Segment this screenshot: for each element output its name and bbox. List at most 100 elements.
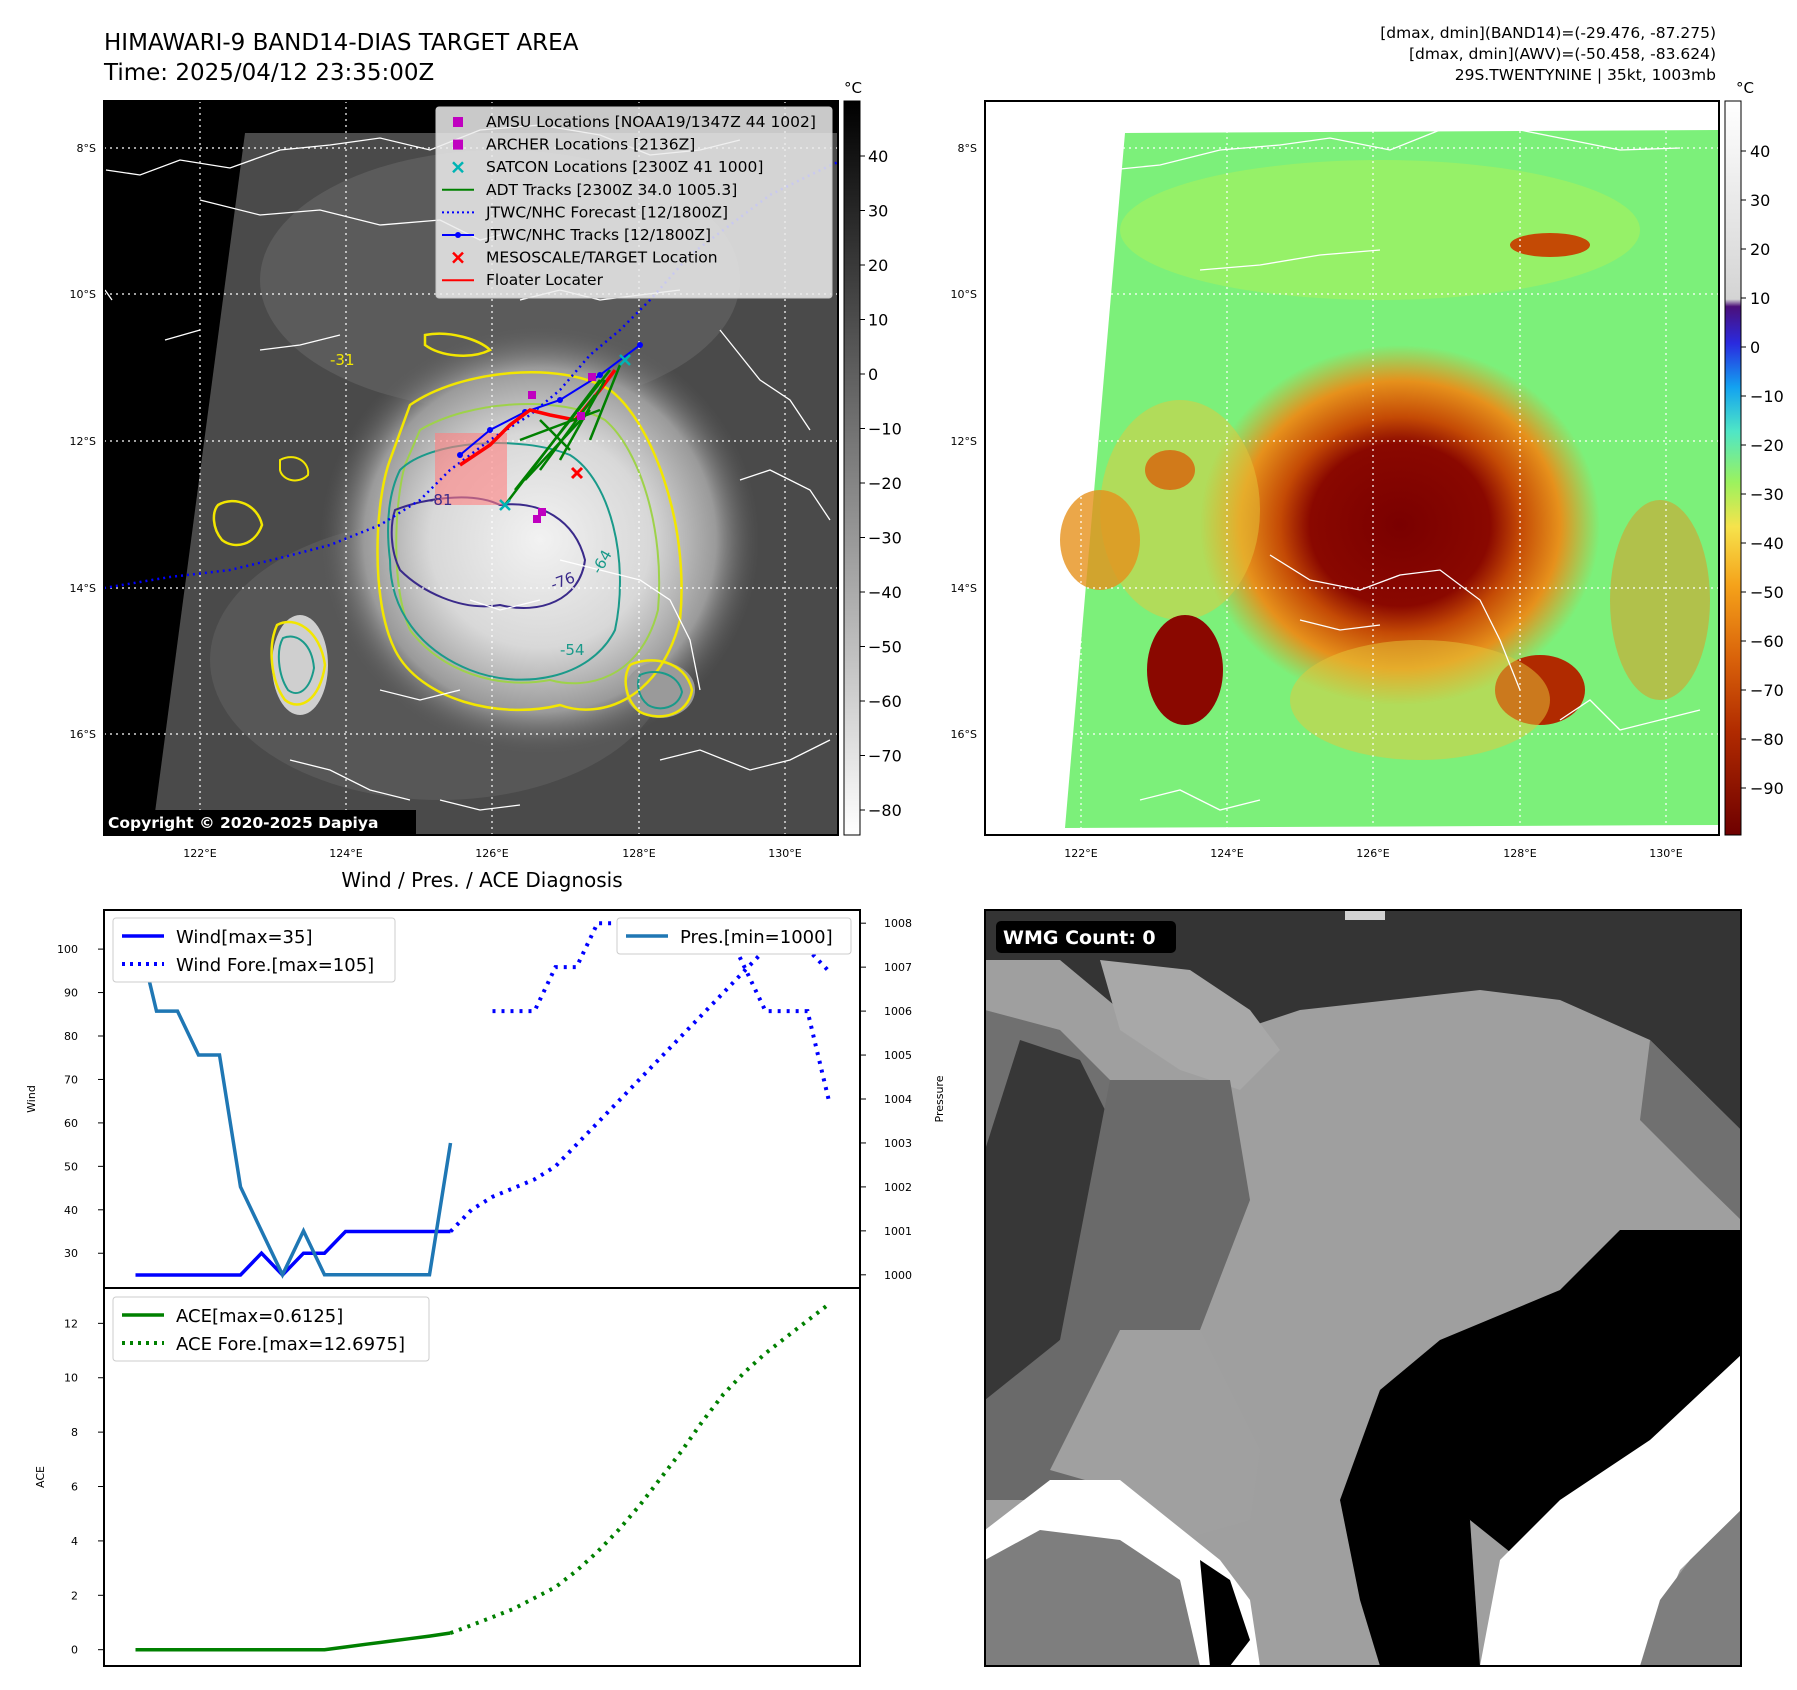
colorbar-tick-label: 20 xyxy=(1750,240,1770,259)
map1-legend: AMSU Locations [NOAA19/1347Z 44 1002] ARC… xyxy=(435,106,833,299)
map1-cloud-cluster xyxy=(272,615,328,715)
legend-item-label: JTWC/NHC Forecast [12/1800Z] xyxy=(485,203,728,221)
pressure-legend: Pres.[min=1000] xyxy=(616,917,852,955)
wind-tick-label: 70 xyxy=(64,1073,78,1086)
wmg-panel: WMG Count: 0 xyxy=(984,909,1742,1667)
colorbar-tick-label: 40 xyxy=(1750,142,1770,161)
colorbar-tick-label: 20 xyxy=(868,256,888,275)
copyright-box xyxy=(104,810,416,834)
copyright-text: Copyright © 2020-2025 Dapiya xyxy=(108,814,378,832)
lat-label: 16°S xyxy=(951,728,977,741)
legend-pressure: Pres.[min=1000] xyxy=(680,927,833,948)
colorbar-tick-label: −30 xyxy=(868,529,902,548)
legend-item-label: ADT Tracks [2300Z 34.0 1005.3] xyxy=(486,181,737,199)
wind-series-observed xyxy=(135,1229,451,1278)
lon-label: 124°E xyxy=(329,847,362,860)
wmg-region-white-right xyxy=(1480,1355,1741,1666)
wind-tick-label: 50 xyxy=(64,1160,78,1173)
colorbar-tick-label: −70 xyxy=(868,747,902,766)
map2-lat-labels: 8°S 10°S 12°S 14°S 16°S xyxy=(951,142,977,741)
wind-legend: Wind[max=35] Wind Fore.[max=105] xyxy=(112,917,396,983)
wind-tick-label: 30 xyxy=(64,1247,78,1260)
colorbar-tick-label: 0 xyxy=(868,365,878,384)
wmg-count-label: WMG Count: 0 xyxy=(1003,927,1156,949)
map1-coastlines xyxy=(104,124,831,811)
colorbar-tick-label: −10 xyxy=(868,420,902,439)
legend-marker xyxy=(453,139,463,150)
legend-ace-fore: ACE Fore.[max=12.6975] xyxy=(176,1334,405,1355)
figure-title: HIMAWARI-9 BAND14-DIAS TARGET AREA xyxy=(104,30,579,56)
diagnosis-title: Wind / Pres. / ACE Diagnosis xyxy=(341,868,622,892)
colorbar-tick-label: −60 xyxy=(1750,632,1784,651)
pressure-axis-label: Pressure xyxy=(933,1075,946,1122)
contour-label-81: -81 xyxy=(428,491,453,509)
pressure-tick-label: 1006 xyxy=(884,1005,912,1018)
jtwc-best-track xyxy=(459,344,641,456)
ace-tick-label: 8 xyxy=(71,1426,78,1439)
amsu-archer-markers xyxy=(528,373,596,523)
colorbar-tick-label: 10 xyxy=(1750,289,1770,308)
pressure-series-forecast xyxy=(492,921,831,1100)
colorbar-tick-label: −80 xyxy=(1750,730,1784,749)
lon-label: 126°E xyxy=(475,847,508,860)
ace-tick-label: 4 xyxy=(71,1535,78,1548)
stats-band14: [dmax, dmin](BAND14)=(-29.476, -87.275) xyxy=(1380,24,1716,42)
color-colorbar: °C 40 30 20 10 0 −10 −20 −30 −40 −50 −60 −70 −80 −90 xyxy=(1724,79,1784,836)
pressure-tick-label: 1003 xyxy=(884,1137,912,1150)
legend-ace: ACE[max=0.6125] xyxy=(176,1306,343,1327)
colorbar-tick-label: −80 xyxy=(868,801,902,820)
map2-frame xyxy=(984,100,1720,836)
legend-marker xyxy=(452,251,464,264)
pressure-tick-label: 1002 xyxy=(884,1181,912,1194)
map2-storm-core xyxy=(1200,345,1600,705)
colorbar-tick-label: 30 xyxy=(868,202,888,221)
gray-colorbar: °C 40 30 20 10 0 −10 −20 −30 −40 −50 −60 −70 −80 xyxy=(843,79,902,836)
legend-item-label: ARCHER Locations [2136Z] xyxy=(486,136,695,154)
stats-awv: [dmax, dmin](AWV)=(-50.458, -83.624) xyxy=(1409,45,1716,63)
legend-wind-fore: Wind Fore.[max=105] xyxy=(176,955,374,976)
wind-tick-label: 60 xyxy=(64,1117,78,1130)
colorbar-tick-label: 40 xyxy=(868,147,888,166)
lon-label: 130°E xyxy=(1649,847,1682,860)
colorbar-tick-label: −40 xyxy=(1750,534,1784,553)
colorbar-tick-label: −50 xyxy=(1750,583,1784,602)
legend-marker xyxy=(453,117,463,127)
lat-label: 14°S xyxy=(951,582,977,595)
ir-color-map xyxy=(984,100,1720,836)
ace-series-observed xyxy=(135,1631,451,1652)
colorbar-tick-label: 30 xyxy=(1750,191,1770,210)
figure-time: Time: 2025/04/12 23:35:00Z xyxy=(103,60,434,86)
pressure-tick-label: 1008 xyxy=(884,917,912,930)
legend-marker xyxy=(455,232,461,238)
wind-tick-label: 80 xyxy=(64,1030,78,1043)
ace-tick-label: 10 xyxy=(64,1372,78,1385)
satcon-markers xyxy=(499,354,631,511)
wind-series-forecast xyxy=(449,924,830,1233)
colorbar-tick-label: −90 xyxy=(1750,779,1784,798)
colorbar-tick-label: −20 xyxy=(1750,436,1784,455)
legend-item-label: MESOSCALE/TARGET Location xyxy=(486,249,718,267)
colorbar-tick-label: −10 xyxy=(1750,387,1784,406)
map2-cloud-cluster xyxy=(1147,615,1223,725)
lon-label: 126°E xyxy=(1356,847,1389,860)
lon-label: 128°E xyxy=(622,847,655,860)
wmg-frame xyxy=(984,909,1742,1667)
lon-label: 130°E xyxy=(768,847,801,860)
lat-label: 10°S xyxy=(951,288,977,301)
map1-lat-labels: 8°S 10°S 12°S 14°S 16°S xyxy=(70,142,96,741)
legend-item-label: Floater Locater xyxy=(486,271,604,289)
pressure-tick-label: 1005 xyxy=(884,1049,912,1062)
pressure-tick-label: 1001 xyxy=(884,1225,912,1238)
target-marker xyxy=(570,466,584,480)
legend-wind: Wind[max=35] xyxy=(176,927,313,948)
storm-info: 29S.TWENTYNINE | 35kt, 1003mb xyxy=(1455,66,1716,84)
wind-tick-label: 90 xyxy=(64,987,78,1000)
adt-tracks xyxy=(504,364,622,506)
ace-tick-label: 0 xyxy=(71,1644,78,1657)
colorbar-tick-label: −20 xyxy=(868,474,902,493)
ir-grayscale-map: -31 -54 -64 -76 -81 AMSU Locations [NOAA… xyxy=(103,100,839,836)
lon-label: 128°E xyxy=(1503,847,1536,860)
colorbar-tick-label: −50 xyxy=(868,638,902,657)
lat-label: 16°S xyxy=(70,728,96,741)
legend-marker xyxy=(452,161,464,174)
